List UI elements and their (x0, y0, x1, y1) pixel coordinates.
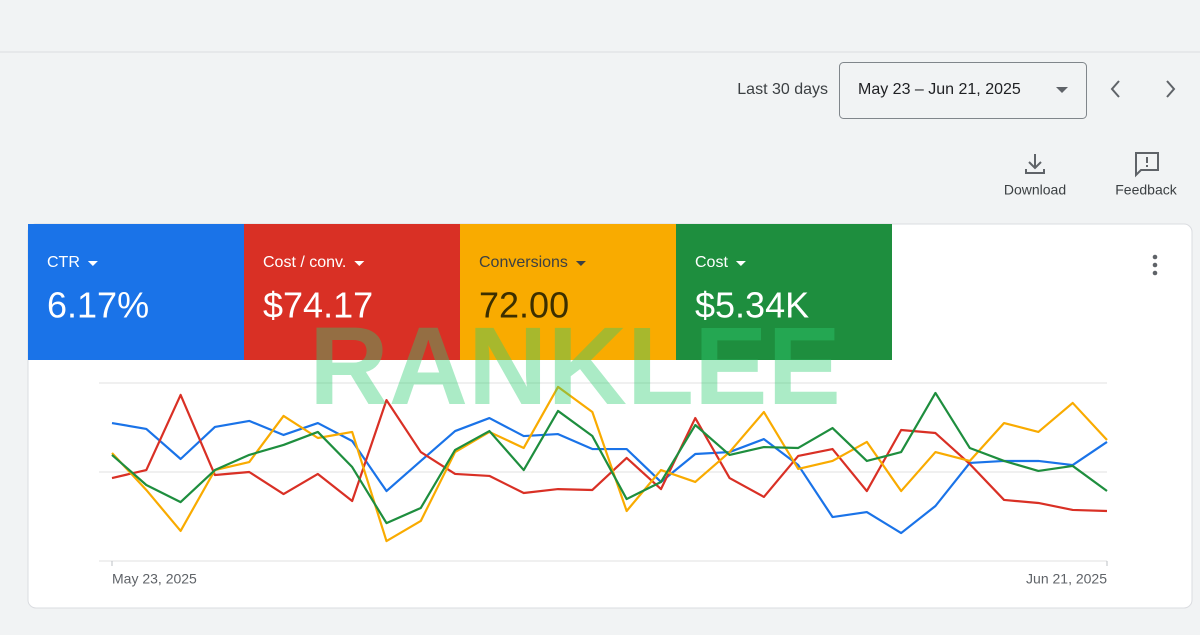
dot (1152, 262, 1158, 268)
metric-tile[interactable]: CTR 6.17% (28, 224, 244, 360)
series-line (111, 385, 1108, 543)
action-label: Download (1004, 182, 1066, 198)
series-line (111, 393, 1108, 513)
dropdown-caret (1056, 87, 1068, 93)
tile-background (460, 224, 676, 360)
feedback-button[interactable]: Feedback (1115, 152, 1178, 198)
metric-tile[interactable]: Cost / conv. $74.17 (244, 224, 460, 360)
metric-tile[interactable]: Conversions 72.00 (460, 224, 676, 360)
plot: May 23, 2025 Jun 21, 2025 (99, 382, 1108, 587)
metric-name: CTR (47, 254, 80, 271)
tile-background (28, 224, 244, 360)
series-line (111, 391, 1108, 525)
metric-caret (575, 261, 586, 266)
range-label: Last 30 days (737, 81, 828, 98)
metric-caret (87, 261, 98, 266)
metric-value: $74.17 (263, 285, 373, 326)
metric-name: Cost / conv. (263, 254, 346, 271)
download-icon (1025, 154, 1045, 174)
x-tick-label: Jun 21, 2025 (1026, 571, 1107, 587)
action-label: Feedback (1115, 182, 1177, 198)
tile-background (244, 224, 460, 360)
metric-tiles: CTR 6.17% Cost / conv. $74.17 Conversions 72.… (28, 224, 892, 360)
metric-value: 72.00 (479, 285, 569, 326)
metric-name: Cost (695, 254, 728, 271)
metric-caret (735, 261, 746, 266)
metric-value: 6.17% (47, 285, 149, 326)
next-button[interactable] (1166, 80, 1176, 98)
x-tick-label: May 23, 2025 (112, 571, 197, 587)
feedback-icon (1135, 152, 1159, 178)
metric-name: Conversions (479, 254, 568, 271)
metric-caret (354, 261, 365, 266)
watermark: RANKLEE (309, 305, 841, 428)
tile-background (676, 224, 892, 360)
dot (1152, 270, 1158, 276)
prev-button[interactable] (1110, 80, 1120, 98)
metric-value: $5.34K (695, 285, 809, 326)
more-menu[interactable] (1152, 254, 1158, 276)
metric-tile[interactable]: Cost $5.34K (676, 224, 892, 360)
series-line (111, 416, 1108, 535)
download-button[interactable]: Download (1004, 154, 1066, 198)
date-dropdown[interactable] (839, 62, 1087, 119)
dot (1152, 254, 1158, 260)
date-range: May 23 – Jun 21, 2025 (858, 81, 1021, 98)
